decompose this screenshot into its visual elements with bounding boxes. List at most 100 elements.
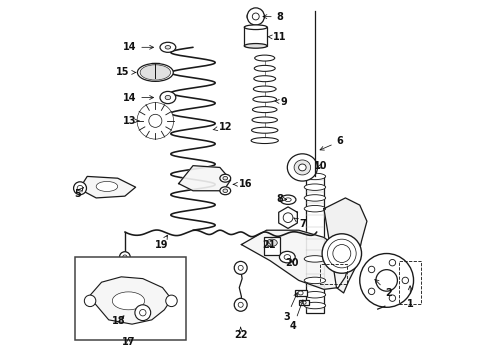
- Ellipse shape: [304, 256, 326, 262]
- Ellipse shape: [137, 63, 173, 81]
- Ellipse shape: [166, 295, 177, 307]
- Bar: [320, 264, 347, 284]
- Ellipse shape: [160, 42, 176, 52]
- Ellipse shape: [135, 305, 151, 320]
- Ellipse shape: [304, 277, 326, 284]
- Ellipse shape: [74, 182, 87, 195]
- Text: 2: 2: [375, 279, 392, 298]
- Ellipse shape: [137, 103, 173, 139]
- Ellipse shape: [368, 288, 375, 294]
- Ellipse shape: [149, 114, 162, 127]
- Text: 3: 3: [283, 293, 297, 322]
- Ellipse shape: [287, 154, 318, 181]
- Ellipse shape: [333, 244, 351, 262]
- Polygon shape: [179, 166, 231, 191]
- Polygon shape: [324, 198, 367, 293]
- Bar: [264, 237, 280, 255]
- Polygon shape: [279, 207, 297, 228]
- Text: 12: 12: [213, 122, 232, 132]
- Ellipse shape: [122, 255, 127, 259]
- Ellipse shape: [96, 181, 118, 192]
- Ellipse shape: [140, 310, 146, 316]
- Ellipse shape: [253, 96, 276, 102]
- Ellipse shape: [253, 86, 276, 92]
- Text: 8: 8: [277, 194, 287, 204]
- Ellipse shape: [376, 270, 397, 291]
- Bar: [245, 27, 267, 46]
- Ellipse shape: [247, 8, 265, 25]
- Text: 5: 5: [74, 188, 83, 199]
- Ellipse shape: [223, 189, 228, 193]
- Ellipse shape: [255, 55, 275, 61]
- Ellipse shape: [298, 291, 303, 295]
- Text: 20: 20: [285, 258, 298, 268]
- Ellipse shape: [389, 260, 395, 266]
- Text: 9: 9: [275, 97, 287, 107]
- Polygon shape: [79, 176, 136, 198]
- Text: 1: 1: [407, 286, 414, 309]
- Ellipse shape: [220, 187, 231, 195]
- Text: 8: 8: [263, 12, 284, 22]
- Ellipse shape: [254, 66, 275, 71]
- Ellipse shape: [245, 44, 267, 48]
- Ellipse shape: [298, 164, 306, 171]
- Ellipse shape: [143, 109, 168, 133]
- Ellipse shape: [322, 234, 362, 273]
- Ellipse shape: [283, 213, 293, 222]
- Text: 21: 21: [263, 240, 276, 250]
- Ellipse shape: [304, 184, 326, 190]
- Ellipse shape: [285, 198, 291, 202]
- Ellipse shape: [304, 206, 326, 212]
- Text: 7: 7: [294, 218, 306, 229]
- Ellipse shape: [304, 292, 326, 298]
- Ellipse shape: [251, 127, 278, 133]
- Text: 18: 18: [112, 316, 125, 325]
- Ellipse shape: [77, 185, 83, 191]
- Ellipse shape: [238, 302, 243, 307]
- Text: 19: 19: [155, 235, 169, 249]
- Text: 10: 10: [314, 161, 327, 171]
- Ellipse shape: [220, 174, 231, 182]
- Text: 16: 16: [233, 179, 252, 189]
- Text: 15: 15: [116, 67, 136, 77]
- Bar: [294, 290, 307, 296]
- Ellipse shape: [223, 176, 228, 180]
- Text: 4: 4: [290, 300, 303, 331]
- Ellipse shape: [254, 76, 276, 82]
- Bar: [74, 257, 186, 339]
- Ellipse shape: [360, 253, 414, 307]
- Ellipse shape: [251, 138, 278, 144]
- Ellipse shape: [389, 295, 395, 301]
- Ellipse shape: [252, 107, 277, 113]
- Ellipse shape: [238, 265, 243, 270]
- Ellipse shape: [280, 195, 296, 204]
- Bar: [306, 176, 324, 313]
- Ellipse shape: [304, 173, 326, 180]
- Ellipse shape: [112, 292, 145, 310]
- Text: 17: 17: [122, 337, 135, 347]
- Text: 6: 6: [320, 136, 343, 150]
- Ellipse shape: [294, 160, 311, 175]
- Ellipse shape: [252, 117, 277, 123]
- Ellipse shape: [165, 46, 171, 49]
- Ellipse shape: [279, 251, 295, 263]
- Ellipse shape: [368, 266, 375, 273]
- Ellipse shape: [140, 65, 171, 80]
- Ellipse shape: [120, 252, 130, 262]
- Ellipse shape: [234, 298, 247, 311]
- Ellipse shape: [304, 302, 326, 309]
- Ellipse shape: [245, 25, 267, 30]
- Ellipse shape: [302, 301, 306, 304]
- Ellipse shape: [247, 12, 265, 22]
- Ellipse shape: [252, 13, 259, 20]
- Ellipse shape: [402, 277, 409, 284]
- Ellipse shape: [284, 255, 291, 260]
- Ellipse shape: [267, 239, 277, 246]
- Polygon shape: [242, 230, 349, 289]
- Bar: [399, 261, 421, 304]
- Ellipse shape: [84, 295, 96, 307]
- Bar: [299, 300, 309, 305]
- Polygon shape: [89, 277, 172, 324]
- Text: 14: 14: [123, 42, 153, 52]
- Text: 22: 22: [234, 327, 247, 340]
